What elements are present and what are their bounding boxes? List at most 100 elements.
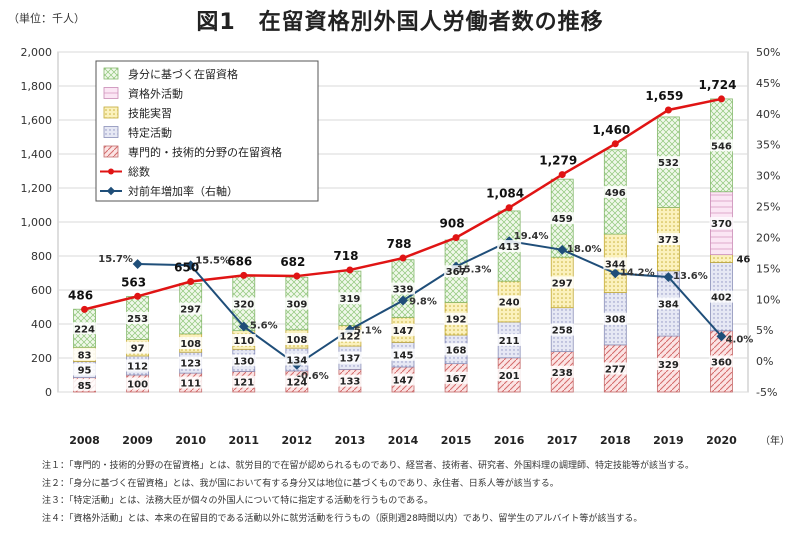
- bar-label-bg: [337, 351, 362, 364]
- y2-tick-label: 35%: [756, 139, 780, 152]
- bar-label-2019-1: 384: [658, 299, 679, 310]
- bar-label-2019-2: 373: [658, 235, 679, 246]
- bar-label-2015-1: 168: [446, 345, 467, 356]
- legend-label: 身分に基づく在留資格: [128, 67, 238, 81]
- bar-label-bg: [125, 377, 150, 390]
- bar-label-bg: [444, 343, 469, 356]
- bar-label-2016-2: 240: [499, 298, 520, 309]
- totals-label-2016: 1,084: [486, 187, 524, 201]
- y-tick-label: 600: [31, 284, 52, 297]
- bar-label-2014-4: 339: [393, 285, 414, 296]
- bar-label-bg: [231, 333, 256, 346]
- growth-label-2019: 13.6%: [673, 271, 708, 282]
- bar-label-2011-0: 121: [233, 378, 254, 389]
- x-tick-label: 2009: [122, 434, 153, 447]
- bar-label-2014-0: 147: [393, 376, 414, 387]
- growth-label-2016: 19.4%: [514, 231, 549, 242]
- y-tick-label: 1,000: [21, 216, 53, 229]
- y-tick-label: 800: [31, 250, 52, 263]
- bar-label-2008-2: 83: [78, 350, 92, 361]
- bar-label-bg: [178, 356, 203, 369]
- x-tick-label: 2016: [494, 434, 525, 447]
- growth-label-2020: 4.0%: [726, 334, 754, 345]
- bar-label-2011-4: 320: [233, 299, 254, 310]
- y-tick-label: 400: [31, 318, 52, 331]
- totals-label-2009: 563: [121, 275, 146, 289]
- totals-point: [505, 204, 513, 212]
- bar-label-2018-0: 277: [605, 364, 626, 375]
- y2-tick-label: 40%: [756, 108, 780, 121]
- bar-label-bg: [231, 297, 256, 310]
- bar-label-bg: [709, 217, 734, 230]
- y2-tick-label: 30%: [756, 170, 780, 183]
- growth-point: [398, 295, 408, 306]
- growth-point: [238, 321, 249, 332]
- bar-label-bg: [391, 348, 415, 361]
- bar-label-2017-1: 258: [552, 326, 573, 337]
- bar-label-2015-4: 367: [446, 267, 467, 278]
- totals-label-2020: 1,724: [698, 78, 736, 92]
- bar-label-bg: [603, 312, 628, 325]
- bar-label-bg: [284, 353, 309, 366]
- bar-label-2019-4: 532: [658, 158, 679, 169]
- legend-swatch: [103, 67, 119, 80]
- unit-label: （単位：千人）: [8, 12, 85, 25]
- chart-title: 図1 在留資格別外国人労働者数の推移: [196, 10, 604, 35]
- y-tick-label: 2,000: [21, 46, 53, 59]
- bar-label-bg: [72, 322, 97, 335]
- legend-label: 特定活動: [128, 126, 172, 140]
- bar-label-2017-2: 297: [552, 278, 573, 289]
- x-tick-label: 2020: [706, 434, 737, 447]
- bar-label-bg: [125, 311, 150, 324]
- totals-point: [134, 292, 142, 300]
- y-tick-label: 200: [31, 352, 52, 365]
- bar-label-bg: [550, 323, 575, 336]
- bar-label-2008-1: 95: [78, 365, 92, 376]
- bar-segment-2020-2: [710, 254, 733, 263]
- bar-label-bg: [391, 373, 415, 386]
- y-tick-label: 1,400: [21, 148, 53, 161]
- bar-label-bg: [284, 332, 309, 345]
- growth-label-2009: 15.7%: [98, 254, 133, 265]
- totals-label-2017: 1,279: [539, 154, 577, 168]
- y2-tick-label: -5%: [756, 386, 777, 399]
- bar-label-2017-4: 459: [552, 214, 573, 225]
- totals-point: [664, 106, 672, 114]
- totals-label-2011: 686: [227, 254, 252, 268]
- note-1: 注１：「専門的・技術的分野の在留資格」とは、就労目的で在留が認められるものであり…: [42, 461, 695, 471]
- x-tick-label: 2017: [547, 434, 578, 447]
- bar-label-2009-4: 253: [127, 314, 148, 325]
- bar-label-bg: [603, 185, 628, 198]
- bar-label-2010-4: 297: [180, 305, 201, 316]
- bar-label-bg: [337, 329, 362, 342]
- bar-label-2012-2: 108: [286, 335, 307, 346]
- totals-point: [452, 234, 460, 242]
- bar-label-2016-4: 413: [499, 242, 520, 253]
- bar-label-bg: [444, 265, 469, 278]
- x-tick-label: 2019: [653, 434, 684, 447]
- bar-label-2019-0: 329: [658, 360, 679, 371]
- bar-label-2009-2: 97: [131, 344, 145, 355]
- y-tick-label: 1,200: [21, 182, 53, 195]
- bar-label-bg: [284, 375, 309, 388]
- totals-point: [558, 171, 566, 179]
- bar-label-2014-2: 147: [393, 326, 414, 337]
- y2-tick-label: 10%: [756, 293, 780, 306]
- bar-label-2018-2: 344: [605, 259, 626, 270]
- x-tick-label: 2011: [228, 434, 259, 447]
- y2-tick-label: 25%: [756, 201, 780, 214]
- legend-swatch: [103, 126, 119, 138]
- growth-label-2018: 14.2%: [620, 267, 655, 278]
- y-tick-label: 1,600: [21, 114, 53, 127]
- growth-point: [663, 272, 674, 282]
- note-3: 注３：「特定活動」とは、法務大臣が個々の外国人について特に指定する活動を行うもの…: [42, 496, 434, 506]
- legend: [95, 60, 319, 202]
- totals-label-2013: 718: [333, 249, 358, 263]
- bar-label-bg: [284, 297, 309, 310]
- y-tick-label: 1,800: [21, 80, 53, 93]
- y2-tick-label: 20%: [756, 231, 780, 244]
- x-tick-label: 2018: [600, 434, 631, 447]
- bar-label-2009-1: 112: [127, 361, 148, 372]
- bar-label-2020-4: 546: [711, 141, 732, 152]
- bar-label-2011-2: 110: [233, 336, 254, 347]
